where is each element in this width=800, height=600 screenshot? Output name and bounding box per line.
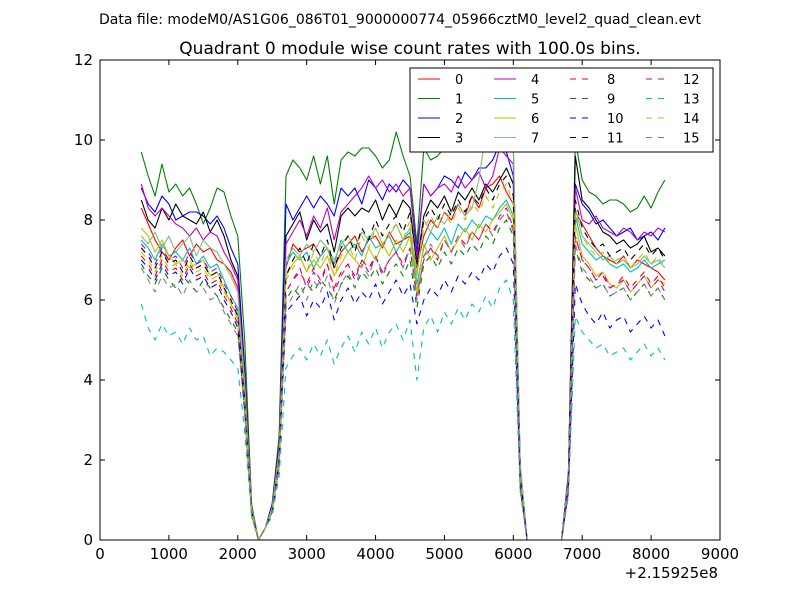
legend-label-15: 15: [683, 132, 700, 147]
legend-label-9: 9: [607, 93, 615, 108]
suptitle: Data file: modeM0/AS1G06_086T01_90000007…: [99, 12, 701, 28]
series-line-0: [140, 175, 666, 540]
legend-label-13: 13: [683, 93, 700, 108]
series-line-10: [140, 247, 666, 540]
series-line-4: [140, 147, 666, 540]
legend-label-4: 4: [531, 73, 539, 88]
legend-label-7: 7: [531, 132, 539, 147]
x-tick-label: 5000: [425, 545, 463, 563]
series-line-1: [140, 103, 666, 540]
x-tick-label: 8000: [632, 545, 670, 563]
x-tick-label: 3000: [288, 545, 326, 563]
x-tick-label: 2000: [219, 545, 257, 563]
y-tick-label: 4: [83, 371, 93, 389]
legend-label-3: 3: [455, 132, 463, 147]
legend-label-5: 5: [531, 93, 539, 108]
legend-label-6: 6: [531, 112, 539, 127]
y-tick-label: 8: [83, 211, 93, 229]
x-tick-label: 1000: [150, 545, 188, 563]
x-tick-label: 9000: [701, 545, 739, 563]
axis-ticks: 0 1000 2000 3000 4000 5000 6000 7000 8000 9000 0 2 4…: [74, 51, 739, 563]
series-line-2: [140, 143, 666, 540]
y-tick-label: 6: [83, 291, 93, 309]
legend-label-8: 8: [607, 73, 615, 88]
chart-title: Quadrant 0 module wise count rates with …: [179, 39, 640, 59]
legend-label-1: 1: [455, 93, 463, 108]
x-tick-label: 0: [95, 545, 105, 563]
series-line-6: [140, 203, 666, 540]
y-tick-label: 10: [74, 131, 93, 149]
series-line-9: [140, 219, 666, 540]
series-line-3: [140, 155, 666, 540]
y-tick-label: 2: [83, 451, 93, 469]
series-line-14: [140, 183, 666, 540]
legend-label-12: 12: [683, 73, 700, 88]
series-line-15: [140, 211, 666, 540]
legend-label-11: 11: [607, 132, 624, 147]
plot-area: [140, 91, 666, 540]
series-line-13: [140, 279, 666, 540]
legend-label-0: 0: [455, 73, 463, 88]
y-tick-label: 0: [83, 531, 93, 549]
series-line-7: [140, 91, 666, 540]
x-tick-label: 7000: [563, 545, 601, 563]
y-tick-label: 12: [74, 51, 93, 69]
x-tick-label: 6000: [494, 545, 532, 563]
series-line-8: [140, 211, 666, 540]
legend-label-2: 2: [455, 112, 463, 127]
legend-label-14: 14: [683, 112, 700, 127]
x-tick-label: 4000: [356, 545, 394, 563]
x-offset-label: +2.15925e8: [625, 564, 718, 582]
legend-label-10: 10: [607, 112, 624, 127]
